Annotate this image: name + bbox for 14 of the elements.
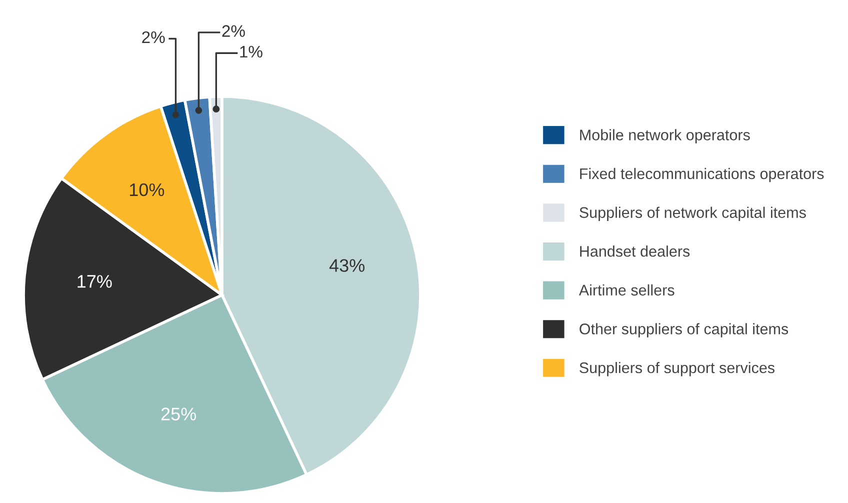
data-label: 2% <box>222 25 245 37</box>
legend-label: Mobile network operators <box>580 129 750 144</box>
data-label: 1% <box>240 46 262 58</box>
data-label: 25% <box>161 408 196 420</box>
legend-label: Airtime sellers <box>578 284 674 296</box>
legend-label: Other suppliers of capital items <box>580 323 788 338</box>
data-label: 43% <box>329 259 365 272</box>
legend-label: Suppliers of network capital items <box>580 206 806 221</box>
data-label: 2% <box>142 31 165 44</box>
data-label: 10% <box>130 183 164 196</box>
legend-label: Suppliers of support services <box>580 362 774 376</box>
legend-label: Fixed telecommunications operators <box>580 168 824 182</box>
legend-label: Handset dealers <box>580 246 690 257</box>
data-label: 17% <box>78 275 112 288</box>
